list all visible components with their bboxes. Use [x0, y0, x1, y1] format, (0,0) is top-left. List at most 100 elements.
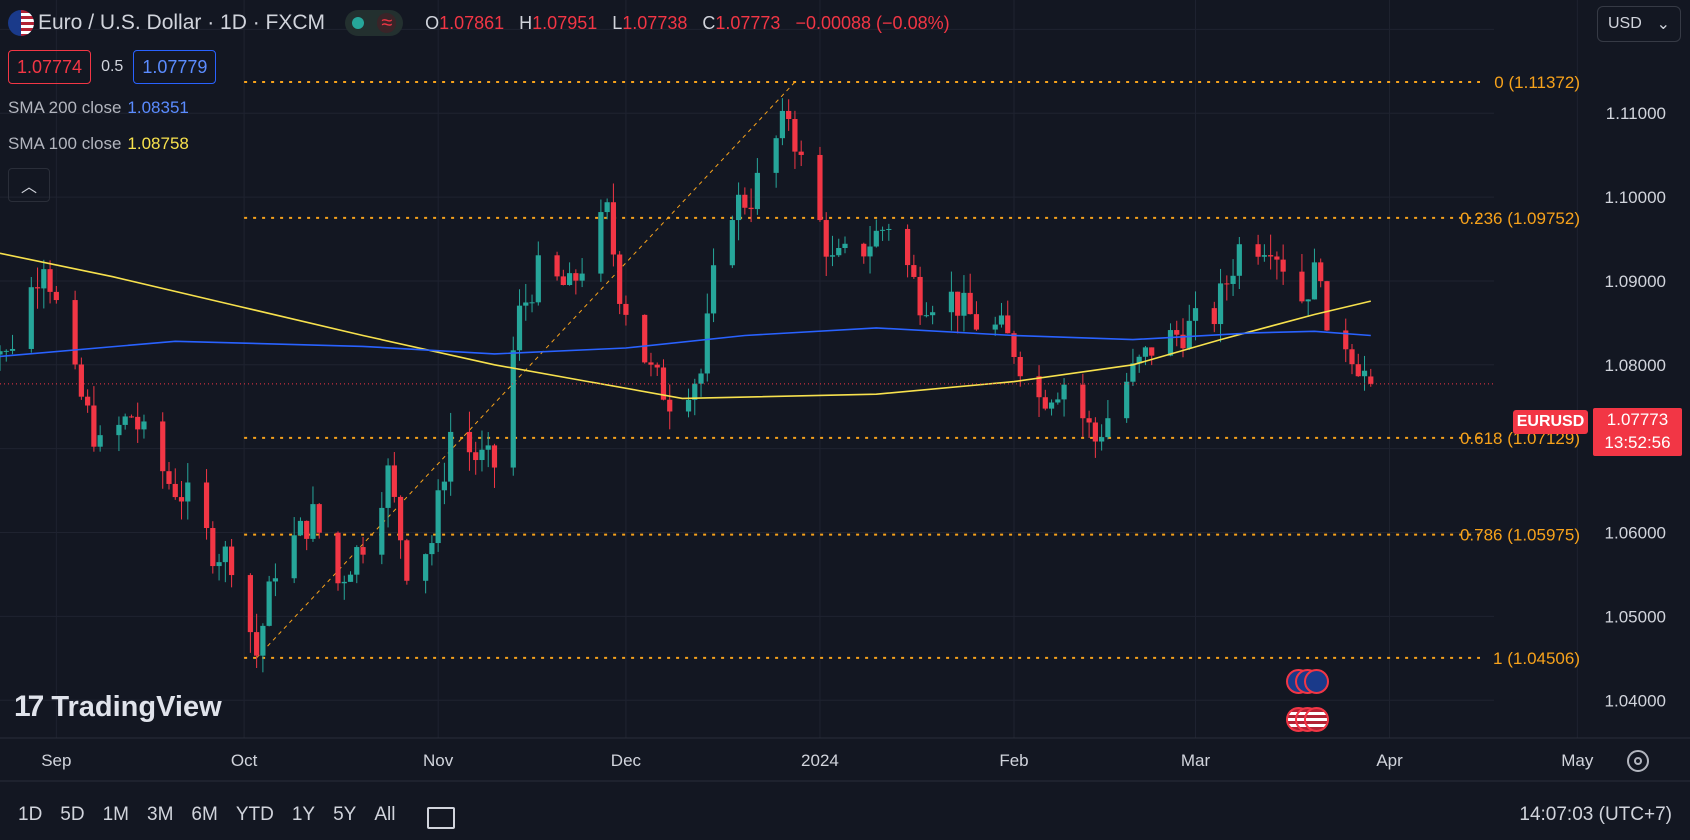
candle-body [435, 490, 441, 544]
sma100-legend[interactable]: SMA 100 close 1.08758 [8, 134, 960, 156]
candle-down [917, 266, 923, 325]
candle-up [385, 458, 391, 528]
candle-down [1255, 234, 1261, 265]
last-price: 1.07773 [1606, 410, 1669, 429]
candle-body [836, 247, 842, 256]
candle-body [554, 255, 560, 277]
candle-up [992, 316, 998, 336]
tradingview-logo[interactable]: 17 TradingView [14, 690, 222, 724]
candle-body [72, 300, 78, 365]
fib-level-label: 0.236 (1.09752) [1460, 209, 1580, 228]
candle-body [967, 292, 973, 315]
candle-body [923, 315, 929, 317]
calendar-range-icon[interactable] [425, 801, 456, 829]
candle-down [1268, 234, 1274, 270]
timeframe-6m[interactable]: 6M [191, 804, 218, 825]
timeframe-1y[interactable]: 1Y [291, 804, 316, 825]
footer-clock[interactable]: 14:07:03 (UTC+7) [1519, 804, 1672, 825]
candle-down [648, 352, 654, 377]
candle-body [961, 292, 967, 316]
candle-body [735, 194, 742, 221]
timeframe-5d[interactable]: 5D [60, 804, 85, 825]
candle-body [660, 367, 667, 400]
candle-body [116, 424, 122, 436]
candle-body [1124, 381, 1130, 419]
time-axis-label: Nov [423, 751, 454, 770]
price-axis-label: 1.10000 [1605, 188, 1666, 207]
market-status[interactable]: ≈ [345, 10, 404, 36]
candle-body [917, 276, 923, 316]
candle-up [948, 271, 955, 331]
candle-up [692, 378, 698, 416]
candle-body [172, 483, 178, 498]
candle-body [1136, 356, 1142, 364]
candle-down [1036, 365, 1042, 417]
collapse-legend-button[interactable]: ︿ [8, 168, 50, 202]
buy-button[interactable]: 1.07779 [133, 50, 217, 84]
candle-body [1099, 437, 1105, 442]
candle-up [347, 571, 354, 582]
sell-button[interactable]: 1.07774 [8, 50, 92, 84]
candle-down [491, 443, 498, 488]
timeframe-5y[interactable]: 5Y [333, 804, 357, 825]
eu-event-icon[interactable] [1304, 669, 1329, 694]
candle-body [9, 348, 16, 351]
symbol-header: Euro / U.S. Dollar · 1D · FXCM ≈ O1.0786… [8, 10, 960, 36]
candle-down [466, 411, 473, 471]
gear-icon[interactable] [1627, 750, 1649, 772]
candle-up [710, 248, 717, 323]
bottom-toolbar: 1D 5D 1M 3M 6M YTD 1Y 5Y All 14:07:03 (U… [0, 790, 1690, 840]
candle-up [0, 345, 3, 371]
candle-up [729, 215, 735, 269]
candle-body [692, 383, 698, 400]
high-value: 1.07951 [532, 12, 598, 33]
timeframe-1d[interactable]: 1D [18, 804, 43, 825]
currency-select[interactable]: USD ⌄ [1597, 6, 1681, 42]
timeframe-all[interactable]: All [374, 804, 396, 825]
candle-up [930, 305, 936, 325]
candle-up [1236, 236, 1242, 290]
candle-body [823, 220, 829, 257]
candle-body [28, 287, 34, 349]
fib-level-label: 0 (1.11372) [1494, 73, 1580, 92]
candle-body [523, 302, 529, 306]
timeframe-1m[interactable]: 1M [102, 804, 129, 825]
close-value: 1.07773 [715, 12, 781, 33]
candle-down [1343, 318, 1349, 363]
close-label: C [702, 12, 716, 33]
timeframe-ytd[interactable]: YTD [235, 804, 274, 825]
timeframe-3m[interactable]: 3M [147, 804, 174, 825]
candle-body [1149, 347, 1155, 356]
candle-body [1080, 384, 1086, 419]
candle-up [1261, 244, 1267, 262]
candle-body [729, 220, 735, 266]
candle-body [516, 305, 523, 351]
candle-up [535, 241, 541, 306]
candle-down [617, 251, 623, 315]
candle-up [341, 575, 347, 600]
symbol-title[interactable]: Euro / U.S. Dollar · 1D · FXCM [38, 11, 326, 34]
us-event-icon[interactable] [1304, 707, 1329, 732]
candle-up [836, 238, 842, 258]
candle-up [598, 199, 604, 282]
candle-body [228, 546, 235, 576]
candle-body [1311, 262, 1318, 300]
candle-up [1186, 304, 1192, 351]
candle-body [773, 138, 779, 173]
price-axis-label: 1.06000 [1605, 524, 1666, 543]
candle-body [404, 540, 410, 581]
candle-body [867, 246, 873, 257]
candle-up [435, 479, 441, 552]
candle-body [1036, 376, 1042, 398]
candle-body [1274, 256, 1280, 260]
candle-down [247, 573, 253, 653]
candle-down [1280, 244, 1286, 285]
candle-down [1299, 254, 1305, 304]
candle-up [579, 258, 585, 288]
candle-body [1167, 330, 1174, 356]
sma200-legend[interactable]: SMA 200 close 1.08351 [8, 98, 960, 120]
candle-down [823, 212, 829, 277]
price-axis-label: 1.04000 [1605, 691, 1666, 710]
candle-body [754, 172, 760, 210]
